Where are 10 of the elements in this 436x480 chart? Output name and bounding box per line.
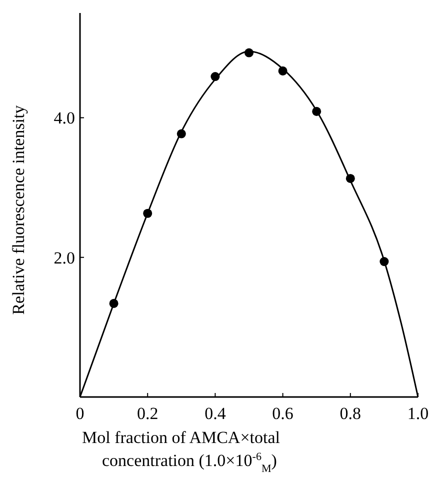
x-tick-label: 0 [76, 404, 84, 423]
x-tick-label: 0.8 [340, 404, 362, 423]
y-tick-label: 2.0 [54, 248, 75, 268]
x-tick-label: 1.0 [407, 404, 429, 423]
y-axis-title: Relative fluorescence intensity [9, 104, 28, 315]
x-tick-label: 0.2 [136, 404, 158, 423]
text: Mol fraction of AMCA×total concentration (1.0×10$^{-6}$$_{M}$) [82, 428, 280, 475]
y-tick-label: 4.0 [54, 108, 75, 128]
x-tick-label: 0.6 [272, 404, 294, 423]
x-tick-label: 0.4 [204, 404, 226, 423]
